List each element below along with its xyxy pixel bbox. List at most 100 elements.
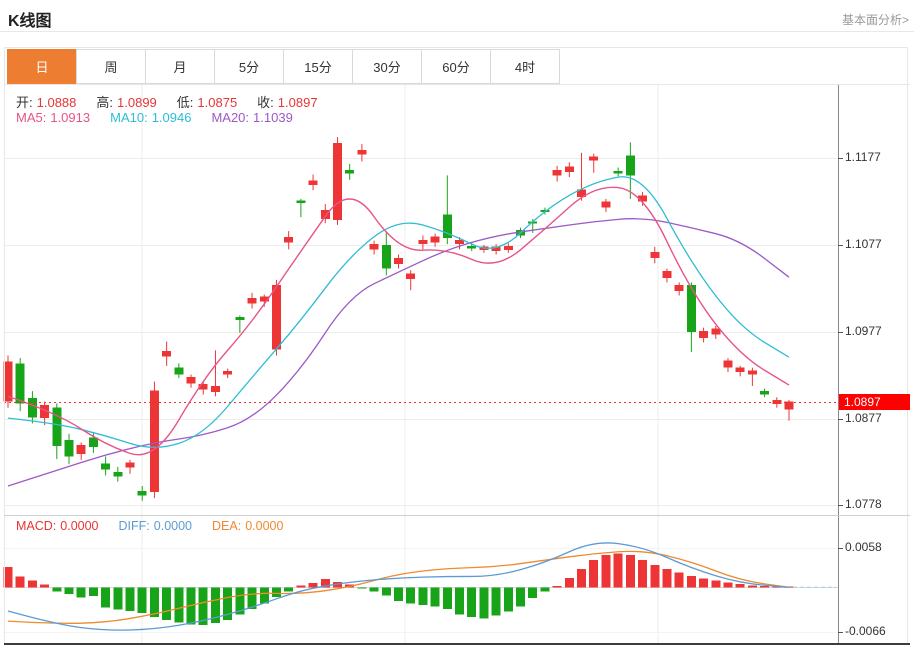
candle-body <box>650 251 660 259</box>
price-tick-label: 1.0778 <box>845 497 882 512</box>
macd-bar <box>223 587 233 620</box>
ma-legend: MA5: 1.0913 MA10: 1.0946 MA20: 1.1039 <box>16 110 313 125</box>
candle-body <box>186 377 196 384</box>
macd-bar <box>430 587 440 607</box>
macd-bar <box>357 587 367 589</box>
candle-body <box>113 472 123 477</box>
legend-value: 1.1039 <box>253 110 293 125</box>
price-tick-label: 1.0877 <box>845 411 882 425</box>
period-tab-0[interactable]: 日 <box>7 49 77 84</box>
macd-bar <box>149 587 159 618</box>
candle-body <box>686 285 696 332</box>
macd-bar <box>442 587 452 609</box>
macd-bar <box>711 580 721 588</box>
legend-value: 1.0888 <box>36 95 77 110</box>
macd-bar <box>296 585 306 588</box>
macd-bar <box>27 580 37 588</box>
fundamental-analysis-link[interactable]: 基本面分析> <box>841 13 909 27</box>
candle-body <box>711 328 721 335</box>
candle-body <box>662 271 672 279</box>
macd-tick-label: -0.0066 <box>845 624 886 638</box>
candle-body <box>162 351 172 357</box>
candle-body <box>760 391 770 395</box>
titlebar: K线图 基本面分析> <box>0 0 914 32</box>
legend-value: 1.0897 <box>277 95 318 110</box>
candle-body <box>357 150 367 155</box>
candle-body <box>674 285 684 292</box>
price-tick-label: 1.1177 <box>845 150 881 164</box>
legend-label: 低: <box>176 95 194 110</box>
candle-body <box>455 239 465 245</box>
ma5-line <box>7 186 790 456</box>
macd-bar <box>455 587 465 615</box>
period-tab-5[interactable]: 30分 <box>352 49 422 84</box>
macd-bar <box>662 569 672 588</box>
candle-body <box>320 210 330 219</box>
macd-bar <box>198 587 208 626</box>
dea-line <box>7 550 790 624</box>
legend-value: 1.0899 <box>117 95 157 110</box>
candle-body <box>467 245 477 249</box>
period-tab-3[interactable]: 5分 <box>214 49 284 84</box>
candle-body <box>3 361 13 402</box>
macd-bar <box>503 587 513 612</box>
macd-bar <box>686 575 696 588</box>
candle-body <box>296 200 306 204</box>
period-tabs: 日周月 5分 15分 30分 60分 4时 <box>7 49 560 84</box>
period-tab-2[interactable]: 月 <box>145 49 215 84</box>
legend-value: 0.0000 <box>60 519 99 533</box>
legend-label: MACD: <box>16 519 57 533</box>
macd-bar <box>747 585 757 588</box>
macd-bar <box>625 554 635 588</box>
candle-body <box>772 399 782 405</box>
price-tick-label: 1.0977 <box>845 324 882 338</box>
macd-bar <box>284 587 294 592</box>
macd-bar <box>406 587 416 604</box>
candle-body <box>64 439 74 457</box>
macd-bar <box>393 587 403 601</box>
title-divider <box>0 31 914 32</box>
ohlc-legend: 开: 1.0888 高: 1.0899 低: 1.0875 收: 1.0897 <box>16 92 338 111</box>
macd-bar <box>516 587 526 607</box>
candle-body <box>723 360 733 368</box>
legend-value: 1.0946 <box>151 110 192 125</box>
candle-body <box>271 285 281 350</box>
macd-bar <box>235 587 245 615</box>
period-tab-4[interactable]: 15分 <box>283 49 353 84</box>
candle-body <box>430 236 440 243</box>
macd-bar <box>699 578 709 588</box>
macd-bar <box>613 553 623 588</box>
candle-body <box>369 244 379 250</box>
legend-value: 0.0000 <box>245 519 284 533</box>
macd-bar <box>259 587 269 604</box>
chart-bottom-border <box>4 643 910 645</box>
candle-body <box>101 463 111 470</box>
candle-body <box>784 401 794 410</box>
candle-body <box>442 214 452 239</box>
macd-bar <box>247 587 257 609</box>
candle-body <box>27 398 37 418</box>
tabrow-divider <box>4 84 910 85</box>
legend-value: 1.0875 <box>197 95 238 110</box>
macd-bar <box>772 586 782 588</box>
period-tab-6[interactable]: 60分 <box>421 49 491 84</box>
period-tab-1[interactable]: 周 <box>76 49 146 84</box>
macd-bar <box>601 554 611 588</box>
legend-label: 高: <box>96 95 114 110</box>
legend-label: MA20: <box>211 110 250 125</box>
macd-bar <box>162 587 172 620</box>
legend-value: 0.0000 <box>153 519 192 533</box>
candle-body <box>149 390 159 493</box>
macd-bar <box>528 587 538 599</box>
period-tab-7[interactable]: 4时 <box>490 49 560 84</box>
candle-body <box>88 437 98 447</box>
macd-bar <box>101 587 111 608</box>
candle-body <box>235 317 245 320</box>
macd-bar <box>210 587 220 624</box>
price-tick-label: 1.1077 <box>845 237 882 251</box>
macd-bar <box>308 583 318 588</box>
candle-body <box>259 296 269 302</box>
legend-label: 收: <box>257 95 274 110</box>
